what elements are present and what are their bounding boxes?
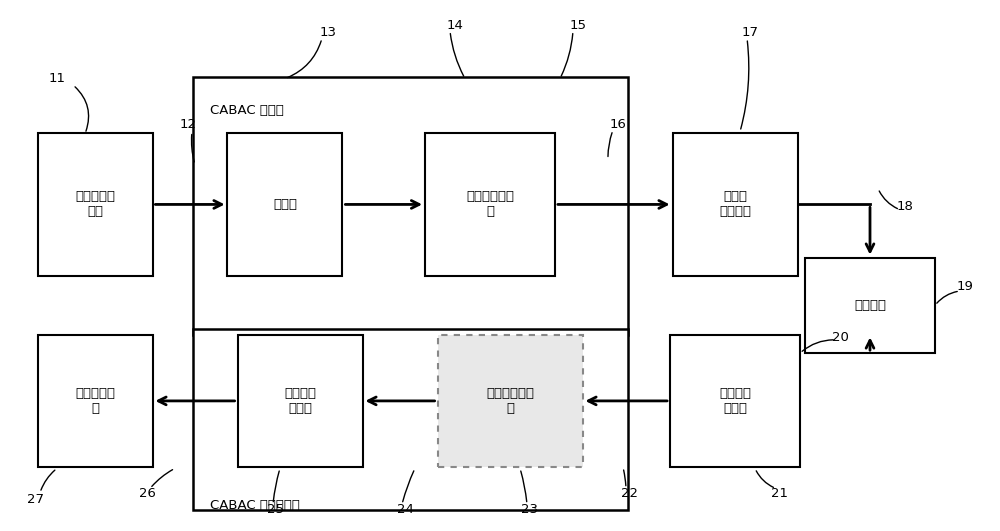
Text: 25: 25: [266, 503, 284, 516]
Text: 20: 20: [832, 331, 848, 344]
Text: 噪声信道: 噪声信道: [854, 299, 886, 312]
Text: CABAC 联合解码器: CABAC 联合解码器: [210, 499, 300, 512]
Text: 二值化: 二值化: [273, 198, 297, 211]
Text: 19: 19: [957, 280, 973, 293]
Text: 12: 12: [180, 118, 196, 131]
Text: 23: 23: [522, 503, 538, 516]
Text: 18: 18: [897, 200, 913, 212]
Text: 11: 11: [48, 72, 66, 84]
Bar: [425, 133, 555, 276]
Text: 22: 22: [622, 487, 639, 500]
Text: 26: 26: [139, 487, 155, 500]
Text: 联合算术码解
码: 联合算术码解 码: [486, 387, 534, 415]
Text: 二值算术码编
码: 二值算术码编 码: [466, 191, 514, 218]
Text: 17: 17: [742, 27, 759, 39]
Text: 解调，信
道解码: 解调，信 道解码: [719, 387, 751, 415]
Text: 信道编
码，调制: 信道编 码，调制: [719, 191, 751, 218]
Text: 27: 27: [26, 493, 44, 506]
Bar: [227, 133, 342, 276]
Bar: [670, 335, 800, 467]
Text: 21: 21: [772, 487, 788, 500]
Bar: [805, 258, 935, 353]
Bar: [193, 77, 628, 335]
Text: 24: 24: [397, 503, 413, 516]
Text: 多媒体符号
序列: 多媒体符号 序列: [75, 191, 115, 218]
Bar: [238, 335, 362, 467]
Bar: [672, 133, 798, 276]
Text: 13: 13: [320, 27, 336, 39]
Bar: [193, 329, 628, 510]
Text: 估计符号序
列: 估计符号序 列: [75, 387, 115, 415]
Bar: [438, 335, 582, 467]
Text: CABAC 编码器: CABAC 编码器: [210, 104, 284, 116]
Text: 16: 16: [610, 118, 626, 131]
Text: 15: 15: [570, 19, 586, 32]
Text: 14: 14: [447, 19, 463, 32]
Bar: [38, 335, 152, 467]
Bar: [38, 133, 152, 276]
Text: 联合变长
码解码: 联合变长 码解码: [284, 387, 316, 415]
